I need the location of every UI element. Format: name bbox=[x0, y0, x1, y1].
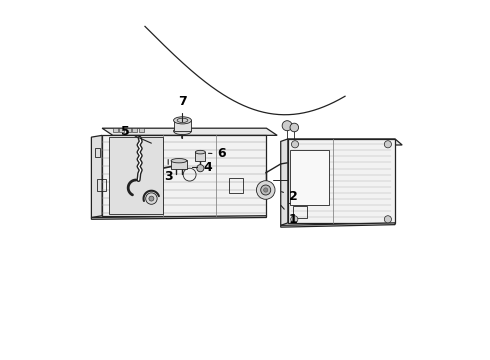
Circle shape bbox=[264, 188, 268, 192]
Text: 6: 6 bbox=[208, 148, 226, 161]
Bar bbox=[293, 206, 307, 217]
Bar bbox=[196, 152, 205, 161]
Bar bbox=[229, 178, 243, 193]
Circle shape bbox=[384, 216, 392, 223]
Bar bbox=[171, 160, 187, 169]
Polygon shape bbox=[288, 139, 395, 223]
Circle shape bbox=[291, 216, 298, 223]
Polygon shape bbox=[92, 216, 267, 219]
Circle shape bbox=[384, 141, 392, 148]
Polygon shape bbox=[113, 128, 118, 132]
Polygon shape bbox=[281, 223, 395, 227]
Ellipse shape bbox=[196, 150, 205, 154]
Polygon shape bbox=[132, 128, 137, 132]
Text: 3: 3 bbox=[164, 159, 172, 183]
Polygon shape bbox=[102, 135, 267, 216]
Text: 7: 7 bbox=[178, 95, 187, 122]
Bar bbox=[173, 120, 192, 131]
Polygon shape bbox=[281, 139, 288, 225]
Circle shape bbox=[149, 196, 154, 201]
Circle shape bbox=[290, 123, 298, 132]
Polygon shape bbox=[102, 128, 277, 135]
Circle shape bbox=[197, 165, 204, 172]
Text: 5: 5 bbox=[121, 125, 151, 143]
Polygon shape bbox=[126, 128, 131, 132]
Circle shape bbox=[256, 181, 275, 199]
Circle shape bbox=[261, 185, 270, 195]
Ellipse shape bbox=[171, 158, 187, 163]
Polygon shape bbox=[92, 135, 102, 217]
Ellipse shape bbox=[173, 127, 192, 135]
Text: 4: 4 bbox=[193, 161, 212, 174]
Polygon shape bbox=[95, 148, 100, 157]
Text: 1: 1 bbox=[281, 205, 297, 226]
Text: 2: 2 bbox=[282, 190, 297, 203]
Polygon shape bbox=[119, 128, 124, 132]
Polygon shape bbox=[109, 137, 163, 214]
Ellipse shape bbox=[173, 117, 192, 124]
Circle shape bbox=[282, 121, 292, 131]
Circle shape bbox=[292, 141, 298, 148]
Polygon shape bbox=[288, 139, 402, 145]
Circle shape bbox=[146, 193, 157, 204]
Bar bbox=[290, 150, 329, 205]
Bar bbox=[97, 179, 106, 191]
Polygon shape bbox=[139, 128, 144, 132]
